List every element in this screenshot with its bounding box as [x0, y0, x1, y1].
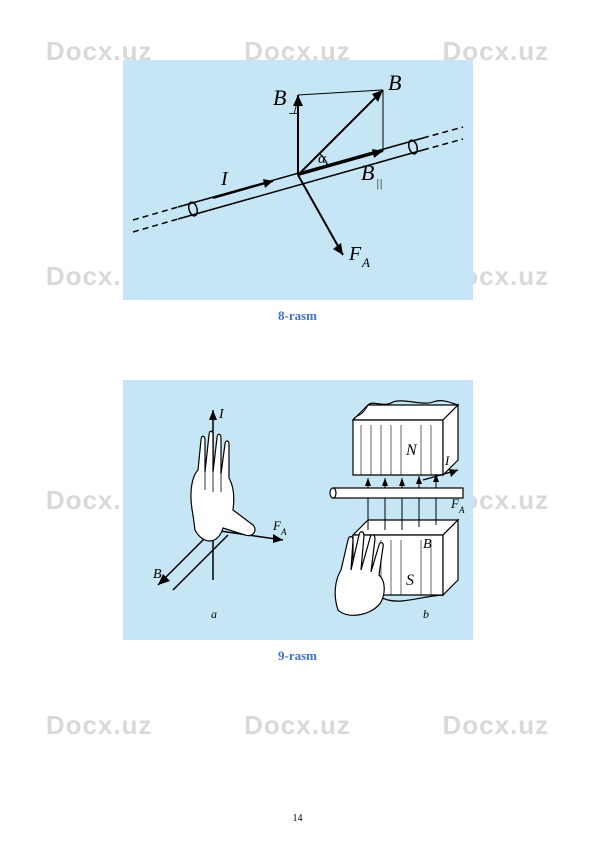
watermark-text: Docx.uz	[46, 710, 153, 741]
subfigure-b: N S	[330, 401, 465, 621]
watermark-row: Docx.uz Docx.uz Docx.uz	[0, 710, 595, 741]
label-FA-sub: A	[361, 255, 370, 270]
label-FA-a-sub: A	[280, 527, 287, 537]
label-B-par: B	[361, 160, 374, 185]
label-B-b: B	[423, 537, 432, 552]
label-FA-b-sub: A	[458, 505, 465, 515]
label-N: N	[405, 442, 418, 459]
label-B-perp-sub: ⊥	[288, 103, 300, 118]
subfigure-b-label: b	[423, 607, 429, 621]
figure-8-diagram: I B B ⊥ B || α F A	[123, 60, 473, 300]
label-I: I	[220, 168, 229, 190]
subfigure-a-label: a	[211, 607, 217, 621]
figure-8-caption: 8-rasm	[278, 308, 317, 324]
label-B-a: B	[153, 567, 162, 582]
figure-9-caption: 9-rasm	[278, 648, 317, 664]
figure-8-box: I B B ⊥ B || α F A	[123, 60, 473, 300]
figure-9-box: I F A B a	[123, 380, 473, 640]
label-B-par-sub: ||	[376, 176, 383, 190]
label-I-a: I	[218, 407, 225, 422]
label-I-b: I	[444, 453, 450, 468]
label-alpha: α	[318, 151, 327, 167]
figure-9-diagram: I F A B a	[123, 380, 473, 640]
watermark-text: Docx.uz	[244, 710, 351, 741]
label-B-perp: B	[273, 85, 286, 110]
label-B: B	[388, 70, 401, 95]
label-S: S	[406, 572, 414, 589]
page-number: 14	[293, 813, 303, 824]
subfigure-a: I F A B a	[153, 407, 287, 621]
label-FA: F	[348, 243, 362, 265]
watermark-text: Docx.uz	[442, 710, 549, 741]
